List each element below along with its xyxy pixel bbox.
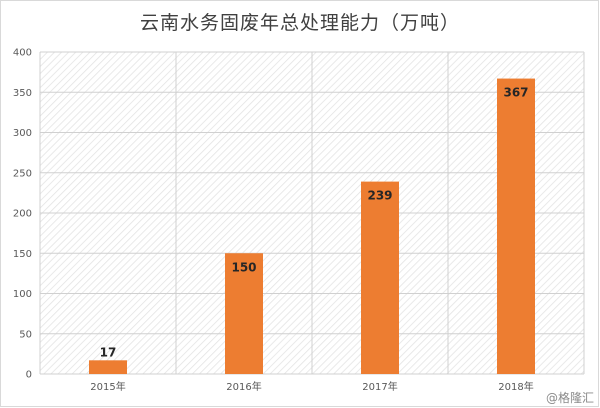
bar [225, 253, 263, 374]
bars [89, 78, 535, 374]
data-label: 239 [367, 189, 392, 203]
y-tick-label: 0 [26, 370, 32, 381]
bar [89, 360, 127, 374]
data-label: 150 [231, 260, 256, 274]
watermark: @格隆汇 [545, 391, 594, 405]
gridlines [39, 51, 585, 375]
y-tick-label: 300 [13, 128, 32, 139]
y-tick-label: 200 [13, 209, 32, 220]
data-label: 367 [503, 86, 528, 100]
x-tick-label: 2015年 [90, 380, 125, 393]
y-axis-ticks: 0 50 100 150 200 250 300 350 400 [13, 48, 32, 381]
data-label: 17 [100, 345, 117, 359]
y-tick-label: 150 [13, 249, 32, 260]
y-tick-label: 350 [13, 88, 32, 99]
bar [497, 78, 535, 374]
x-axis-ticks: 2015年 2016年 2017年 2018年 [90, 380, 533, 393]
y-tick-label: 400 [13, 48, 32, 59]
y-tick-label: 100 [13, 289, 32, 300]
y-tick-label: 250 [13, 168, 32, 179]
data-labels: 17 150 239 367 [100, 86, 529, 360]
y-tick-label: 50 [19, 329, 32, 340]
x-tick-label: 2017年 [362, 380, 397, 393]
chart-title: 云南水务固废年总处理能力（万吨） [139, 12, 460, 34]
bar [361, 181, 399, 374]
x-tick-label: 2016年 [226, 380, 261, 393]
x-tick-label: 2018年 [498, 380, 533, 393]
